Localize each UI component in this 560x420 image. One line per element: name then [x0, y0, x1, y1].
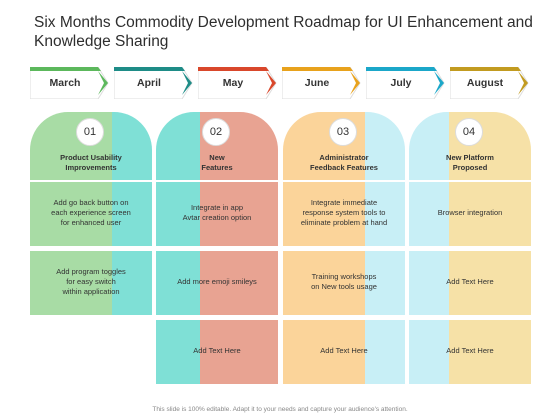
month-arrow-april: April	[114, 67, 194, 99]
column-1-item-2: Add program toggles for easy switch within…	[56, 267, 126, 296]
column-3-item-1: Integrate immediate response system tools…	[300, 198, 388, 227]
column-4-header: New Platform Proposed	[446, 153, 494, 172]
month-label: August	[466, 77, 504, 89]
column-4-item-1: Browser integration	[437, 208, 503, 217]
month-label: June	[304, 77, 330, 89]
arrow-june-icon	[282, 67, 361, 99]
column-3-cell-2	[283, 251, 405, 315]
footer-note: This slide is 100% editable. Adapt it to…	[152, 406, 408, 413]
column-1-item-1: Add go back button on each experience scr…	[51, 198, 131, 227]
column-2-item-2: Add more emoji smileys	[177, 277, 257, 286]
step-number-1: 01	[76, 118, 104, 146]
column-2-cell-3	[156, 320, 278, 384]
column-2-item-3: Add Text Here	[193, 346, 241, 355]
month-arrow-july: July	[366, 67, 446, 99]
column-4-item-2: Add Text Here	[446, 277, 494, 286]
column-4-cell-3	[409, 320, 531, 384]
column-2-cell-1	[156, 182, 278, 246]
column-2-header: New Features	[201, 153, 233, 172]
column-3-item-2: Training workshops on New tools usage	[311, 272, 377, 291]
arrow-july-icon	[366, 67, 445, 99]
column-3-cell-1	[283, 182, 405, 246]
arrow-march-icon	[30, 67, 109, 99]
arrow-august-icon	[450, 67, 529, 99]
month-label: July	[390, 77, 412, 89]
column-1-header: Product Usability Improvements	[60, 153, 122, 172]
page-title: Six Months Commodity Development Roadmap…	[34, 14, 533, 50]
column-2-item-1: Integrate in app Avtar creation option	[182, 203, 252, 222]
column-2-cell-2	[156, 251, 278, 315]
month-arrow-may: May	[198, 67, 278, 99]
column-1-cell-2	[30, 251, 152, 315]
step-number-2: 02	[202, 118, 230, 146]
column-3-cell-3	[283, 320, 405, 384]
step-number-3: 03	[329, 118, 357, 146]
column-4-cell-2	[409, 251, 531, 315]
column-3-item-3: Add Text Here	[320, 346, 368, 355]
month-arrow-august: August	[450, 67, 530, 99]
month-label: April	[137, 77, 161, 89]
step-number-4: 04	[455, 118, 483, 146]
month-label: May	[222, 77, 244, 89]
month-arrow-june: June	[282, 67, 362, 99]
column-4-item-3: Add Text Here	[446, 346, 494, 355]
column-4-header-band	[409, 112, 531, 180]
arrow-may-icon	[198, 67, 277, 99]
month-label: March	[49, 77, 81, 89]
month-arrow-march: March	[30, 67, 110, 99]
column-4-cell-1	[409, 182, 531, 246]
column-1-cell-1	[30, 182, 152, 246]
column-3-header: Administrator Feedback Features	[310, 153, 378, 172]
arrow-april-icon	[114, 67, 193, 99]
